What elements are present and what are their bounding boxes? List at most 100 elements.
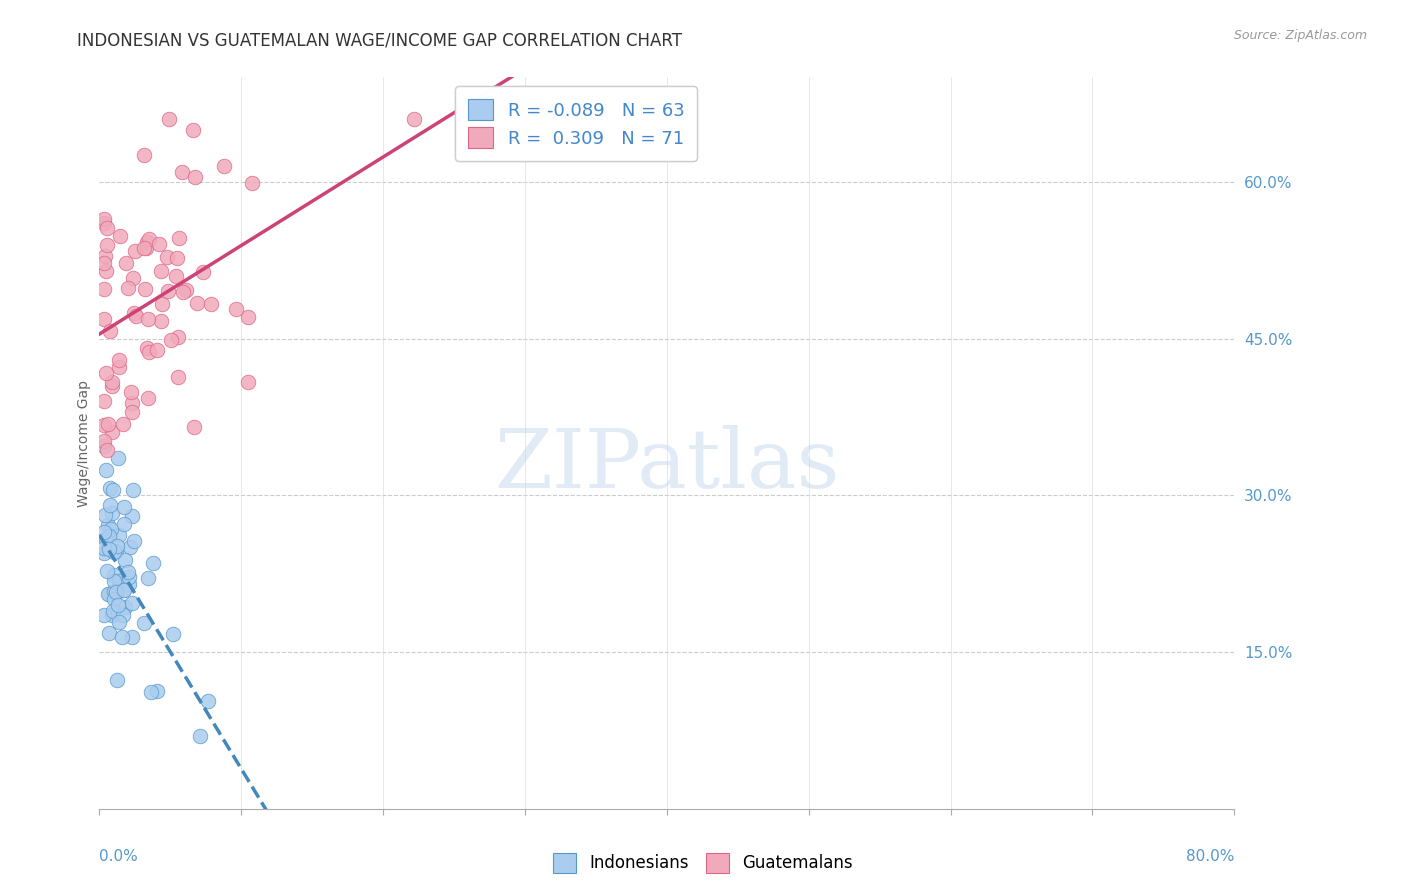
Point bbox=[139, 685, 162, 699]
Point bbox=[96, 221, 118, 235]
Point bbox=[122, 271, 145, 285]
Point bbox=[148, 236, 170, 251]
Point bbox=[108, 360, 131, 375]
Point bbox=[105, 539, 128, 553]
Point bbox=[112, 583, 135, 598]
Point bbox=[150, 313, 173, 327]
Point bbox=[240, 176, 263, 190]
Point bbox=[93, 417, 115, 432]
Point bbox=[402, 112, 425, 127]
Point bbox=[98, 481, 121, 495]
Point bbox=[212, 159, 235, 173]
Point bbox=[134, 282, 156, 296]
Point bbox=[94, 532, 117, 546]
Point bbox=[101, 376, 124, 390]
Point bbox=[97, 417, 120, 431]
Point bbox=[170, 165, 193, 179]
Point bbox=[136, 235, 159, 249]
Point bbox=[101, 483, 124, 498]
Point bbox=[167, 370, 190, 384]
Point bbox=[97, 541, 120, 556]
Point bbox=[94, 463, 117, 477]
Point bbox=[136, 312, 159, 326]
Point bbox=[111, 608, 134, 623]
Point bbox=[96, 565, 118, 579]
Point bbox=[117, 570, 139, 584]
Point bbox=[108, 577, 131, 591]
Point bbox=[103, 583, 125, 598]
Point bbox=[174, 283, 197, 297]
Text: 80.0%: 80.0% bbox=[1187, 849, 1234, 864]
Point bbox=[93, 508, 115, 523]
Point bbox=[121, 483, 143, 497]
Point bbox=[96, 442, 118, 457]
Point bbox=[103, 574, 125, 589]
Point bbox=[134, 148, 156, 162]
Point bbox=[138, 232, 160, 246]
Point bbox=[107, 598, 129, 612]
Point bbox=[121, 404, 143, 418]
Point bbox=[117, 280, 139, 294]
Point bbox=[132, 241, 155, 255]
Point bbox=[225, 301, 247, 316]
Point bbox=[125, 309, 148, 323]
Point bbox=[118, 577, 141, 591]
Point bbox=[166, 252, 188, 266]
Point bbox=[107, 574, 129, 589]
Point bbox=[93, 312, 115, 326]
Point bbox=[93, 546, 115, 560]
Point bbox=[112, 500, 135, 514]
Point bbox=[93, 434, 115, 448]
Point bbox=[160, 333, 183, 347]
Point bbox=[97, 518, 120, 533]
Point bbox=[165, 269, 187, 284]
Point bbox=[114, 599, 136, 614]
Point bbox=[107, 353, 129, 368]
Point bbox=[136, 571, 159, 585]
Text: Source: ZipAtlas.com: Source: ZipAtlas.com bbox=[1233, 29, 1367, 42]
Point bbox=[167, 329, 190, 343]
Point bbox=[103, 545, 125, 559]
Legend: Indonesians, Guatemalans: Indonesians, Guatemalans bbox=[547, 847, 859, 880]
Point bbox=[98, 626, 121, 640]
Point bbox=[93, 211, 115, 226]
Point bbox=[200, 297, 222, 311]
Point bbox=[142, 556, 165, 570]
Point bbox=[98, 586, 121, 600]
Point bbox=[108, 615, 131, 630]
Point bbox=[167, 231, 190, 245]
Point bbox=[101, 604, 124, 618]
Point bbox=[121, 630, 143, 644]
Point bbox=[120, 385, 142, 400]
Point bbox=[156, 250, 179, 264]
Point bbox=[150, 263, 173, 277]
Text: ZIPatlas: ZIPatlas bbox=[494, 425, 839, 505]
Point bbox=[150, 297, 173, 311]
Point bbox=[238, 375, 260, 389]
Point bbox=[188, 729, 211, 743]
Point bbox=[97, 528, 120, 542]
Text: INDONESIAN VS GUATEMALAN WAGE/INCOME GAP CORRELATION CHART: INDONESIAN VS GUATEMALAN WAGE/INCOME GAP… bbox=[77, 31, 682, 49]
Point bbox=[162, 626, 184, 640]
Point bbox=[118, 540, 141, 554]
Point bbox=[114, 553, 136, 567]
Point bbox=[121, 395, 143, 409]
Point bbox=[107, 451, 129, 466]
Point bbox=[122, 534, 145, 549]
Point bbox=[111, 417, 134, 431]
Point bbox=[98, 499, 121, 513]
Point bbox=[124, 244, 146, 259]
Point bbox=[93, 541, 115, 555]
Point bbox=[191, 265, 214, 279]
Point bbox=[238, 310, 260, 325]
Point bbox=[98, 324, 121, 338]
Point bbox=[183, 420, 205, 434]
Y-axis label: Wage/Income Gap: Wage/Income Gap bbox=[77, 380, 91, 507]
Point bbox=[112, 582, 135, 597]
Point bbox=[121, 509, 143, 524]
Point bbox=[108, 229, 131, 244]
Point bbox=[135, 241, 157, 255]
Point bbox=[145, 343, 167, 358]
Point bbox=[121, 596, 143, 610]
Point bbox=[93, 216, 115, 230]
